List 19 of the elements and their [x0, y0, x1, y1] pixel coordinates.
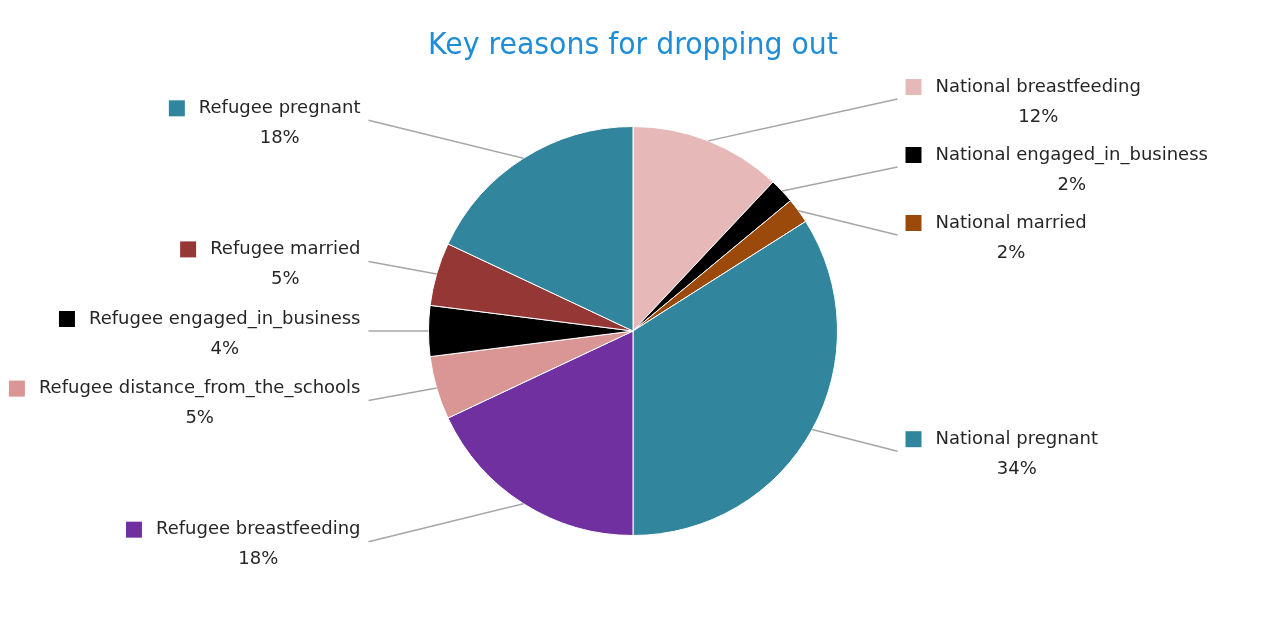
data-label: 12% — [1018, 104, 1059, 126]
data-label: 5% — [185, 406, 214, 428]
data-label: 34% — [996, 456, 1037, 478]
legend-label: Refugee pregnant — [198, 96, 361, 118]
legend-label: National married — [935, 210, 1087, 232]
legend-label: National engaged_in_business — [935, 142, 1208, 165]
data-label: 5% — [271, 267, 300, 289]
chart-title: Key reasons for dropping out — [428, 26, 838, 61]
data-label: 4% — [210, 336, 240, 358]
legend-label: Refugee engaged_in_business — [88, 306, 361, 329]
legend-label: Refugee breastfeeding — [155, 517, 361, 539]
legend-label: Refugee distance_from_the_schools — [38, 376, 361, 399]
data-label: 18% — [238, 547, 279, 569]
data-label: 18% — [259, 126, 300, 148]
legend-label: National breastfeeding — [935, 74, 1141, 96]
legend-label: Refugee married — [210, 237, 361, 259]
data-label: 2% — [1057, 172, 1087, 194]
data-label: 2% — [996, 240, 1026, 262]
legend-label: National pregnant — [935, 426, 1099, 448]
